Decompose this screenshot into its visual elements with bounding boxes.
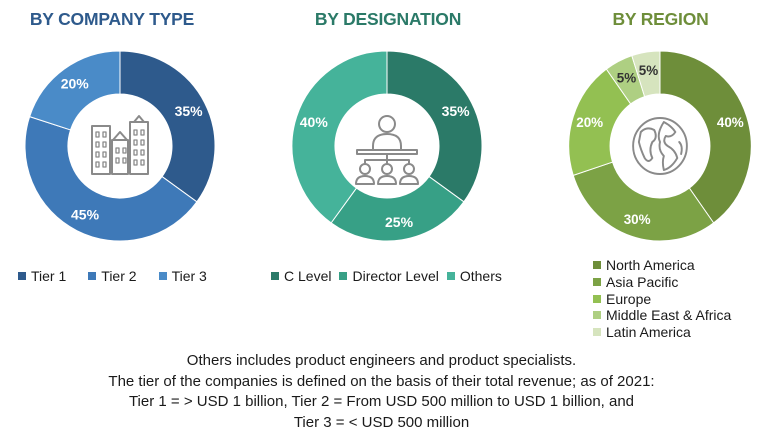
chart-title-company-type: BY COMPANY TYPE <box>29 9 195 29</box>
donut-slice-north-america <box>659 50 752 224</box>
slice-label-tier-3: 20% <box>61 76 90 92</box>
legend-item-middle-east-africa: Middle East & Africa <box>593 307 731 324</box>
footnote-line: Tier 3 = < USD 500 million <box>293 413 470 431</box>
slice-label-europe: 20% <box>576 115 603 130</box>
legend-label: Tier 1 <box>31 268 67 284</box>
legend-label: Middle East & Africa <box>606 307 732 324</box>
legend-label: C Level <box>284 268 332 284</box>
legend-swatch <box>593 294 601 303</box>
donut-group: 40% 30% 20% 5% 5% <box>568 50 752 242</box>
legend-swatch <box>593 261 601 270</box>
legend-item-latin-america: Latin America <box>593 324 731 341</box>
legend-label: Asia Pacific <box>606 274 679 291</box>
legend-region: North America Asia Pacific Europe Middle… <box>593 257 731 340</box>
donut-slice-tier-1 <box>119 50 216 203</box>
legend-swatch <box>593 311 601 320</box>
footnote-line: Tier 1 = > USD 1 billion, Tier 2 = From … <box>128 393 635 410</box>
legend-swatch <box>339 272 348 280</box>
legend-swatch <box>593 328 601 337</box>
legend-swatch <box>271 272 279 280</box>
donut-slice-others <box>291 50 388 224</box>
legend-swatch <box>593 278 601 287</box>
slice-label-others: 40% <box>300 114 329 130</box>
legend-swatch <box>158 272 167 280</box>
donut-slice-tier-3 <box>29 50 121 131</box>
donut-slice-director-level <box>330 175 465 242</box>
legend-item-tier-1: Tier 1 <box>18 268 66 284</box>
legend-item-asia-pacific: Asia Pacific <box>593 274 731 291</box>
legend-label: Others <box>459 268 502 284</box>
slice-label-latin-america: 5% <box>639 63 658 78</box>
footnote-line: The tier of the companies is defined on … <box>108 372 655 390</box>
donut-hole <box>69 95 171 197</box>
donut-slice-tier-2 <box>24 116 198 242</box>
legend-label: Latin America <box>606 324 691 341</box>
meeting-icon <box>355 115 419 185</box>
legend-item-north-america: North America <box>593 257 731 274</box>
slice-label-tier-1: 35% <box>175 103 204 119</box>
legend-swatch <box>88 272 97 280</box>
legend-designation: C Level Director Level Others <box>271 268 518 284</box>
slice-label-asia-pacific: 30% <box>624 212 651 227</box>
donut-slice-latin-america <box>631 50 661 98</box>
footnote-line: Others includes product engineers and pr… <box>186 352 577 369</box>
legend-item-tier-2: Tier 2 <box>88 268 137 284</box>
legend-item-others: Others <box>446 268 502 284</box>
legend-item-europe: Europe <box>593 290 731 307</box>
legend-label: Director Level <box>352 268 439 284</box>
donut-group: 35% 25% 40% <box>291 50 483 242</box>
slice-label-c-level: 35% <box>442 103 471 119</box>
legend-label: Tier 2 <box>101 268 137 284</box>
slice-label-director-level: 25% <box>385 214 414 230</box>
donut-chart-region: 40% 30% 20% 5% 5% <box>568 50 752 242</box>
buildings-icon <box>91 115 149 175</box>
footnotes: Others includes product engineers and pr… <box>0 351 763 433</box>
slice-label-middle-east-africa: 5% <box>617 70 636 85</box>
legend-company-type: Tier 1 Tier 2 Tier 3 <box>18 268 223 284</box>
donut-chart-designation: 35% 25% 40% <box>291 50 483 242</box>
donut-slice-asia-pacific <box>572 161 715 242</box>
legend-label: North America <box>606 257 695 274</box>
slice-label-north-america: 40% <box>717 115 744 130</box>
donut-group: 35% 45% 20% <box>24 50 216 242</box>
legend-label: Tier 3 <box>171 268 207 284</box>
donut-slice-c-level <box>386 50 483 203</box>
globe-icon <box>632 117 688 175</box>
donut-hole <box>336 95 438 197</box>
legend-item-tier-3: Tier 3 <box>158 268 207 284</box>
legend-swatch <box>446 272 455 280</box>
donut-chart-company-type: 35% 45% 20% <box>24 50 216 242</box>
chart-title-designation: BY DESIGNATION <box>314 9 462 29</box>
chart-title-region: BY REGION <box>612 9 709 29</box>
legend-label: Europe <box>606 290 652 307</box>
legend-item-c-level: C Level <box>271 268 331 284</box>
slice-label-tier-2: 45% <box>71 207 100 223</box>
legend-swatch <box>18 272 26 280</box>
legend-item-director-level: Director Level <box>339 268 439 284</box>
